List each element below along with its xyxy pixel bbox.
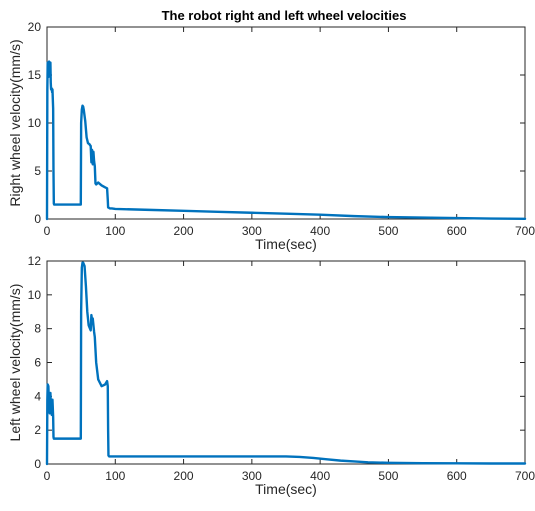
x-tick-label: 600 (447, 224, 467, 238)
x-tick-label: 100 (105, 469, 125, 483)
x-tick-label: 500 (378, 224, 398, 238)
y-tick-label: 0 (34, 212, 41, 226)
x-tick-label: 400 (310, 224, 330, 238)
top-axes-right-wheel: 0 100 200 300 400 500 600 700 0 5 10 15 20 Time(sec) R… (7, 20, 535, 252)
plot-area (46, 26, 526, 220)
y-tick-label: 8 (34, 322, 41, 336)
y-axis-label: Right wheel velocity(mm/s) (7, 39, 23, 206)
y-tick-label: 0 (34, 457, 41, 471)
bottom-axes-left-wheel: 0 100 200 300 400 500 600 700 0 2 4 6 8 10 12 Time(sec)… (7, 254, 535, 497)
y-tick-label: 20 (28, 20, 42, 34)
x-axis-label: Time(sec) (255, 481, 317, 497)
x-tick-label: 200 (174, 469, 194, 483)
y-axis-label: Left wheel velocity(mm/s) (7, 284, 23, 442)
x-tick-label: 400 (310, 469, 330, 483)
x-tick-label: 700 (515, 469, 535, 483)
y-tick-label: 12 (28, 254, 42, 268)
y-tick-label: 4 (34, 389, 41, 403)
x-tick-label: 300 (242, 469, 262, 483)
y-tick-label: 10 (28, 288, 42, 302)
x-tick-label: 500 (378, 469, 398, 483)
x-tick-label: 600 (447, 469, 467, 483)
series-line (45, 261, 527, 466)
x-axis-label: Time(sec) (255, 236, 317, 252)
x-tick-label: 300 (242, 224, 262, 238)
x-tick-label: 200 (174, 224, 194, 238)
plot-area (46, 260, 526, 465)
series-line (45, 60, 527, 221)
x-tick-label: 100 (105, 224, 125, 238)
x-tick-label: 0 (44, 469, 51, 483)
y-tick-label: 2 (34, 423, 41, 437)
figure-title: The robot right and left wheel velocitie… (162, 8, 407, 23)
y-tick-label: 6 (34, 356, 41, 370)
x-tick-label: 0 (44, 224, 51, 238)
y-tick-label: 5 (34, 164, 41, 178)
y-tick-label: 15 (28, 68, 42, 82)
x-tick-label: 700 (515, 224, 535, 238)
y-tick-label: 10 (28, 116, 42, 130)
